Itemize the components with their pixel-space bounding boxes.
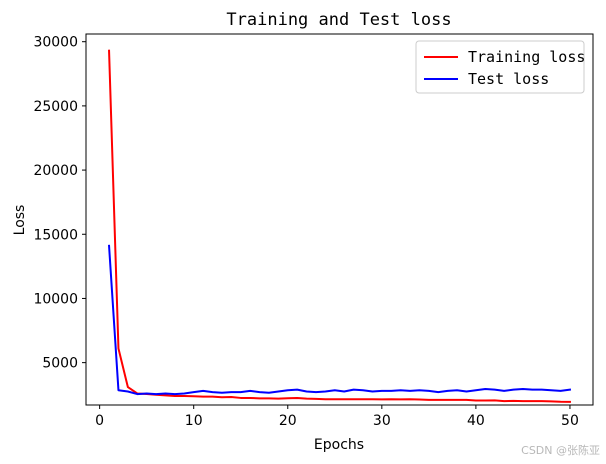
- x-tick-label: 50: [561, 413, 579, 429]
- chart-title: Training and Test loss: [226, 10, 451, 30]
- legend: Training loss Test loss: [415, 40, 585, 94]
- y-tick-label: 5000: [42, 356, 78, 372]
- y-axis-label: Loss: [12, 205, 28, 236]
- x-axis: 0 10 20 30 40 50: [95, 405, 579, 429]
- y-tick-label: 15000: [33, 227, 78, 243]
- x-axis-label: Epochs: [314, 437, 364, 453]
- y-tick-label: 30000: [33, 35, 78, 51]
- legend-label: Test loss: [468, 70, 549, 88]
- y-tick-label: 25000: [33, 99, 78, 115]
- x-tick-label: 40: [467, 413, 485, 429]
- x-tick-label: 30: [373, 413, 391, 429]
- y-axis: 5000 10000 15000 20000 25000 30000: [33, 35, 86, 372]
- x-tick-label: 0: [95, 413, 104, 429]
- series-line-training-loss: [108, 49, 571, 403]
- legend-label: Training loss: [468, 48, 585, 66]
- plot-frame: [85, 33, 594, 406]
- x-tick-label: 20: [279, 413, 297, 429]
- y-tick-label: 10000: [33, 291, 78, 307]
- series-line-test-loss: [107, 244, 572, 396]
- y-tick-label: 20000: [33, 163, 78, 179]
- watermark: CSDN @张陈亚: [521, 444, 600, 457]
- x-tick-label: 10: [185, 413, 203, 429]
